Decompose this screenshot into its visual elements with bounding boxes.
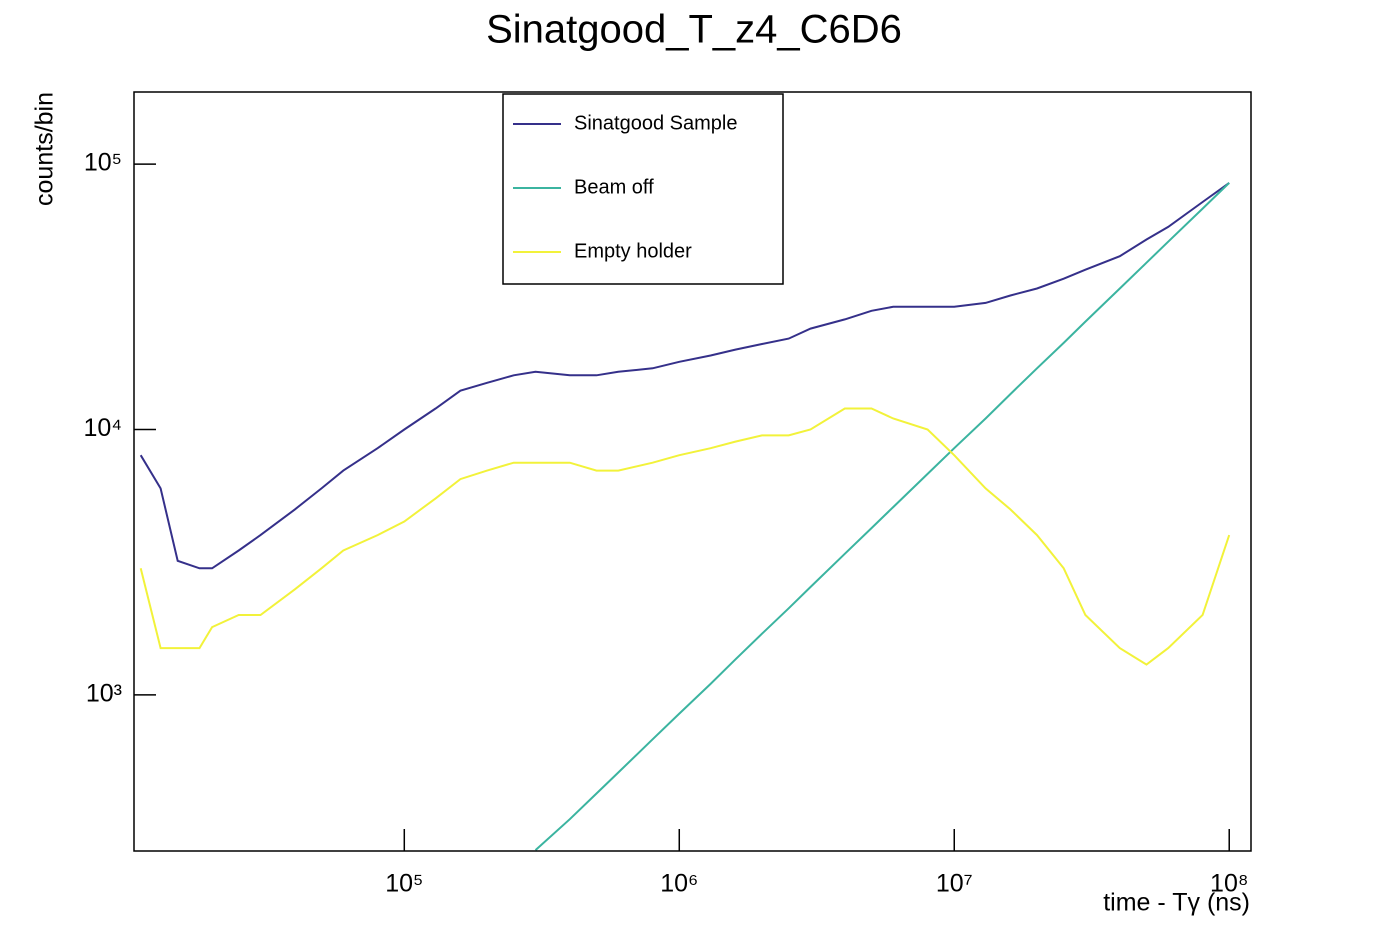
chart-title: Sinatgood_T_z4_C6D6 xyxy=(486,8,902,52)
series-line xyxy=(534,182,1230,851)
x-tick-label: 10⁵ xyxy=(385,870,423,898)
x-axis-label: time - Tγ (ns) xyxy=(1103,889,1250,917)
y-tick-label: 10⁴ xyxy=(83,414,122,442)
x-tick-label: 10⁶ xyxy=(660,870,698,898)
plot-frame xyxy=(133,91,1252,852)
x-tick-label: 10⁸ xyxy=(1210,870,1248,898)
series-line xyxy=(139,407,1231,666)
legend-label: Empty holder xyxy=(574,240,692,262)
x-tick-label: 10⁷ xyxy=(936,870,973,898)
legend-label: Sinatgood Sample xyxy=(574,112,737,134)
y-tick-label: 10³ xyxy=(86,679,122,707)
y-axis-label: counts/bin xyxy=(31,92,59,206)
series-line xyxy=(139,182,1230,570)
legend-label: Beam off xyxy=(574,176,654,198)
y-tick-label: 10⁵ xyxy=(84,149,122,177)
